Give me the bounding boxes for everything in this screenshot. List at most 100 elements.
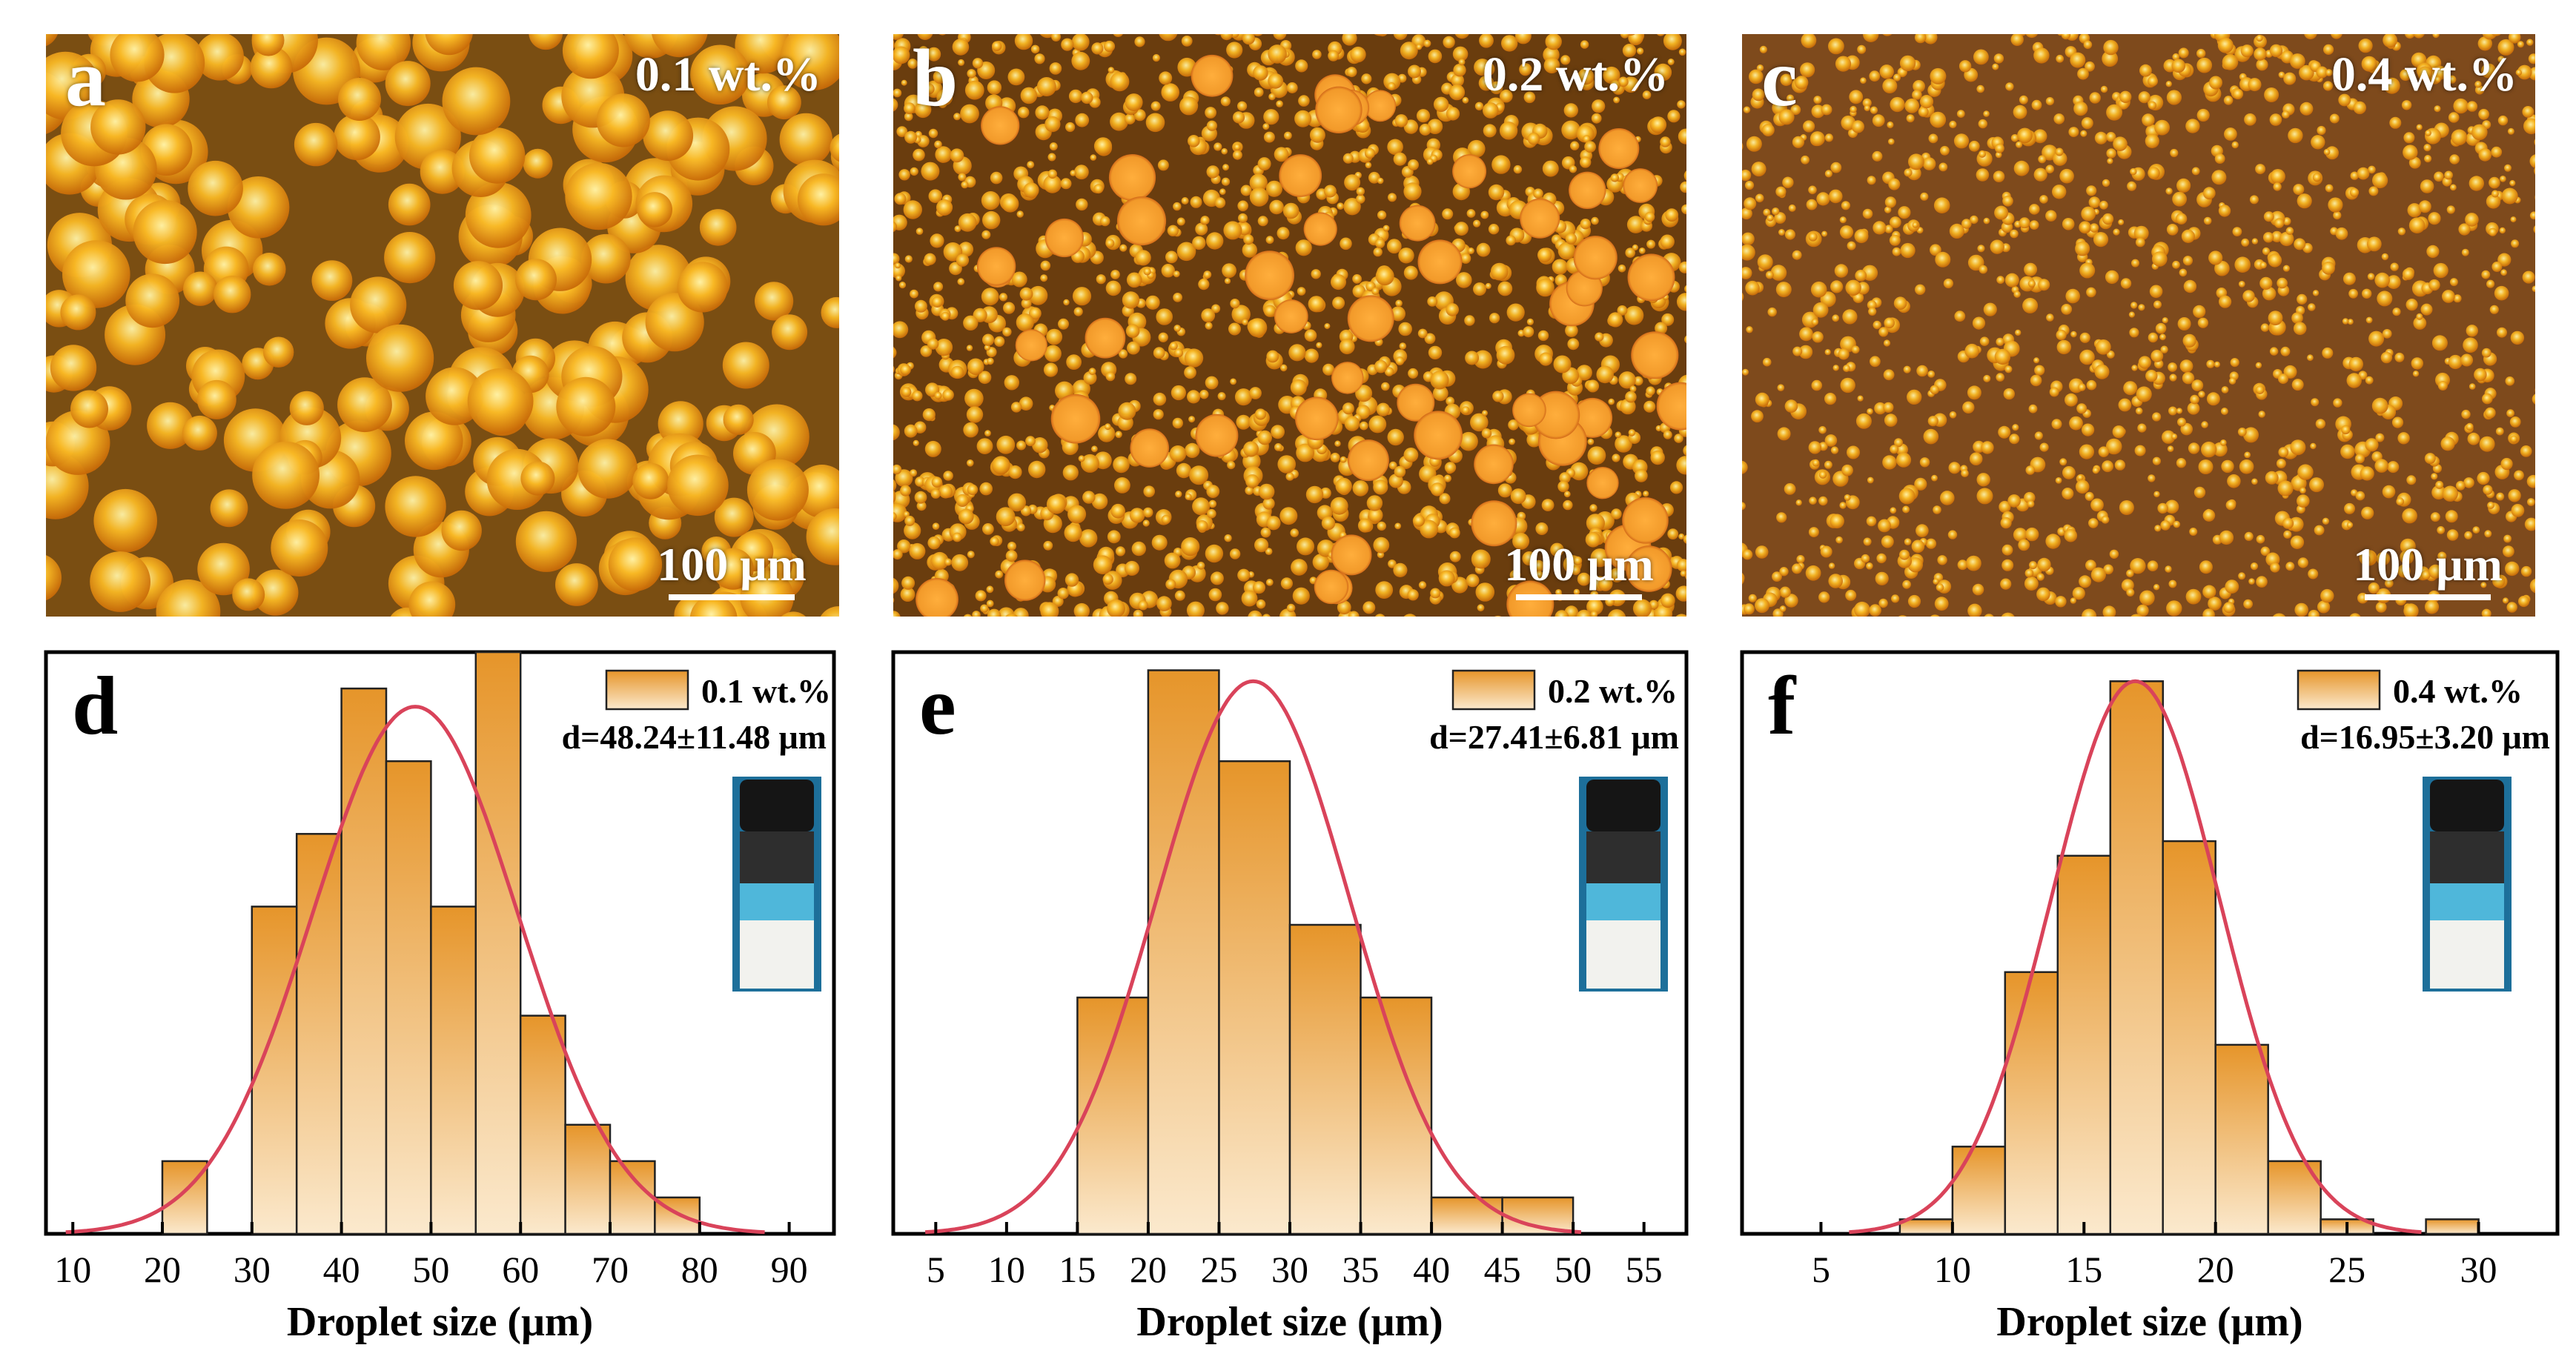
- mean-size-annotation: d=27.41±6.81 μm: [1429, 718, 1679, 756]
- droplet: [1933, 197, 1950, 213]
- droplet: [987, 357, 994, 365]
- droplet: [1675, 585, 1686, 602]
- droplet: [941, 311, 950, 321]
- droplet: [1466, 574, 1480, 588]
- droplet: [2033, 129, 2047, 144]
- droplet: [2466, 567, 2474, 574]
- droplet: [2025, 465, 2036, 475]
- droplet: [1820, 545, 1832, 558]
- droplet: [2362, 288, 2372, 299]
- droplet: [1596, 365, 1614, 384]
- droplet: [1872, 150, 1883, 162]
- droplet: [1342, 153, 1354, 164]
- droplet: [2315, 419, 2326, 429]
- droplet: [2449, 278, 2458, 287]
- droplet: [465, 182, 532, 248]
- droplet: [2437, 381, 2448, 391]
- droplet: [2291, 379, 2304, 391]
- histogram-bar: [295, 833, 342, 1235]
- droplet: [1471, 500, 1517, 547]
- droplet: [901, 387, 912, 397]
- droplet: [2411, 357, 2423, 370]
- x-tick-label: 5: [1812, 1249, 1830, 1290]
- droplet: [2244, 451, 2251, 459]
- droplet: [893, 88, 902, 98]
- droplet: [1245, 250, 1294, 300]
- droplet: [1485, 282, 1491, 290]
- droplet: [1570, 141, 1580, 150]
- concentration-label-b: 0.2 wt.%: [1482, 47, 1669, 102]
- droplet: [1832, 365, 1839, 371]
- droplet: [1002, 327, 1012, 337]
- droplet: [2096, 339, 2111, 355]
- droplet: [1832, 314, 1840, 322]
- droplet: [1448, 527, 1460, 539]
- droplet: [896, 126, 908, 137]
- droplet: [1586, 467, 1619, 499]
- droplet: [1890, 96, 1905, 113]
- droplet: [1294, 110, 1312, 127]
- droplet: [60, 294, 96, 331]
- droplet: [1107, 67, 1115, 73]
- droplet: [2198, 459, 2214, 474]
- droplet: [1223, 221, 1242, 240]
- histogram-bar: [474, 651, 522, 1235]
- droplet: [2102, 213, 2114, 225]
- droplet: [2190, 394, 2199, 405]
- droplet: [1449, 551, 1461, 562]
- droplet: [930, 551, 949, 570]
- droplet: [2255, 362, 2262, 369]
- droplet: [2013, 290, 2021, 298]
- droplet: [1234, 143, 1241, 151]
- droplet: [2138, 356, 2151, 369]
- droplet: [1850, 105, 1857, 113]
- droplet: [1471, 549, 1491, 569]
- droplet: [1841, 464, 1853, 476]
- droplet: [1288, 344, 1306, 362]
- droplet: [2431, 473, 2438, 480]
- droplet: [2068, 127, 2079, 138]
- droplet: [986, 600, 994, 608]
- droplet: [2285, 562, 2295, 571]
- droplet: [916, 501, 927, 511]
- droplet: [1828, 562, 1835, 569]
- droplet: [2325, 69, 2333, 76]
- droplet: [1335, 477, 1352, 495]
- histogram-bar: [2056, 854, 2112, 1235]
- x-tick-label: 15: [1059, 1249, 1096, 1290]
- droplet: [1539, 352, 1553, 366]
- droplet: [2202, 509, 2216, 522]
- x-tick-label: 20: [2197, 1249, 2234, 1290]
- droplet: [963, 315, 979, 331]
- droplet: [2365, 376, 2374, 385]
- droplet: [1919, 95, 1934, 109]
- droplet: [2214, 153, 2225, 165]
- droplet: [2028, 404, 2038, 414]
- droplet: [910, 167, 918, 176]
- droplet: [1956, 110, 1965, 118]
- x-tick-label: 10: [54, 1249, 91, 1290]
- droplet: [2172, 260, 2180, 269]
- droplet: [1981, 441, 1994, 454]
- x-tick-label: 5: [927, 1249, 945, 1290]
- droplet: [1175, 491, 1182, 498]
- droplet: [1186, 601, 1205, 617]
- droplet: [2191, 167, 2200, 176]
- droplet: [1188, 135, 1200, 147]
- droplet: [1536, 278, 1554, 297]
- droplet: [1904, 538, 1912, 545]
- droplet: [2251, 238, 2259, 245]
- droplet: [1257, 216, 1268, 227]
- droplet: [979, 482, 993, 496]
- droplet: [1661, 593, 1675, 608]
- droplet: [1145, 113, 1165, 133]
- droplet: [2079, 349, 2095, 365]
- droplet: [2230, 358, 2239, 368]
- droplet: [1683, 534, 1686, 544]
- droplet: [1884, 196, 1896, 208]
- droplet: [2145, 370, 2158, 382]
- droplet: [1625, 248, 1635, 258]
- droplet: [1395, 356, 1405, 365]
- droplet: [2185, 588, 2202, 605]
- droplet: [1779, 605, 1787, 612]
